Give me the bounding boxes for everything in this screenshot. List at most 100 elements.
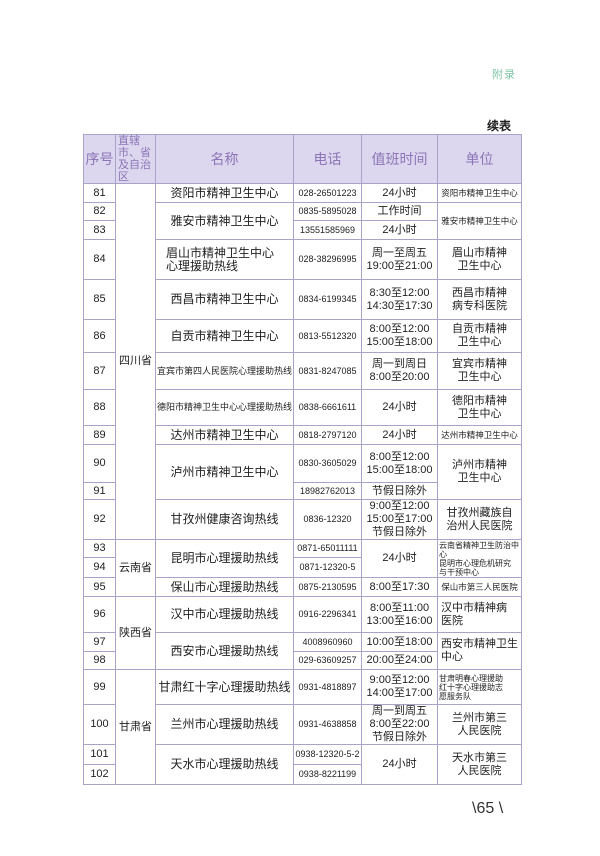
seq-cell: 87 (83, 352, 116, 390)
hours-cell: 24小时 (361, 539, 438, 578)
table-row: 96 陕西省 汉中市心理援助热线 0916-2296341 8:00至11:00 13:0… (83, 596, 522, 670)
column-header-province: 直辖市、省及自治区 (115, 134, 156, 184)
seq-cell: 97 (83, 632, 116, 652)
unit-cell: 兰州市第三 人民医院 (437, 704, 522, 745)
seq-cell: 102 (83, 764, 116, 785)
phone-cell: 0875-2130595 (293, 577, 362, 597)
name-cell: 甘孜州健康咨询热线 (155, 499, 294, 540)
unit-cell: 天水市第三 人民医院 (437, 744, 522, 785)
column-header-name: 名称 (155, 134, 294, 184)
table-header-row: 序号 直辖市、省及自治区 名称 电话 值班时间 单位 (83, 134, 522, 184)
column-header-seq: 序号 (83, 134, 116, 184)
unit-cell: 雅安市精神卫生中心 (437, 202, 522, 240)
phone-cell: 0938-12320-5-2 (293, 744, 362, 765)
seq-cell: 100 (83, 704, 116, 745)
phone-cell: 18982762013 (293, 482, 362, 500)
seq-cell: 95 (83, 577, 116, 597)
hours-cell: 9:00至12:00 14:00至17:00 (361, 669, 438, 705)
name-cell: 汉中市心理援助热线 (155, 596, 294, 633)
phone-cell: 0916-2296341 (293, 596, 362, 633)
hours-cell: 24小时 (361, 183, 438, 203)
table-row: 84 眉山市精神卫生中心 心理援助热线 028-38296995 周一至周五 19:00至… (83, 239, 522, 280)
phone-cell: 0931-4638858 (293, 704, 362, 745)
seq-cell: 82 (83, 202, 116, 221)
page-number-value: 65 (476, 800, 495, 817)
table-row: 102 0938-8221199 (83, 764, 522, 785)
seq-cell: 93 (83, 539, 116, 558)
hours-cell: 10:00至18:00 (361, 632, 438, 652)
phone-cell: 028-38296995 (293, 239, 362, 280)
phone-cell: 0813-5512320 (293, 319, 362, 353)
name-cell: 天水市心理援助热线 (155, 744, 294, 785)
unit-cell: 云南省精神卫生防治中心 昆明市心理危机研究 与干预中心 (437, 539, 522, 578)
hours-cell: 8:30至12:00 14:30至17:30 (361, 279, 438, 320)
section-label: 附录 (492, 69, 516, 81)
seq-cell: 86 (83, 319, 116, 353)
name-cell: 甘肃红十字心理援助热线 (155, 669, 294, 705)
name-cell: 宜宾市第四人民医院心理援助热线 (155, 352, 294, 390)
hours-cell: 8:00至12:00 15:00至18:00 (361, 319, 438, 353)
name-cell: 昆明市心理援助热线 (155, 539, 294, 578)
phone-cell: 0835-5895028 (293, 202, 362, 221)
province-cell: 云南省 (115, 539, 156, 597)
name-cell: 自贡市精神卫生中心 (155, 319, 294, 353)
hours-cell: 节假日除外 (361, 482, 438, 500)
province-cell: 四川省 (115, 183, 156, 540)
phone-cell: 4008960960 (293, 632, 362, 652)
unit-cell: 宜宾市精神 卫生中心 (437, 352, 522, 390)
column-header-phone: 电话 (293, 134, 362, 184)
unit-cell: 汉中市精神病 医院 (437, 596, 522, 633)
table-row: 87 宜宾市第四人民医院心理援助热线 0831-8247085 周一到周日 8:00至2… (83, 352, 522, 390)
seq-cell: 88 (83, 389, 116, 426)
phone-cell: 028-26501223 (293, 183, 362, 203)
seq-cell: 91 (83, 482, 116, 500)
column-header-unit: 单位 (437, 134, 522, 184)
seq-cell: 85 (83, 279, 116, 320)
phone-cell: 0871-12320-5 (293, 557, 362, 578)
table-row: 92 甘孜州健康咨询热线 0836-12320 9:00至12:00 15:00至17:… (83, 499, 522, 540)
unit-cell: 西昌市精神 病专科医院 (437, 279, 522, 320)
hotline-table: 序号 直辖市、省及自治区 名称 电话 值班时间 单位 81 四川省 资阳市精神卫生中… (83, 134, 522, 785)
page-number: \65 \ (472, 800, 504, 817)
name-cell: 达州市精神卫生中心 (155, 425, 294, 445)
name-cell: 西昌市精神卫生中心 (155, 279, 294, 320)
table-row: 82 雅安市精神卫生中心 0835-5895028 工作时间 雅安市精神卫生中心 (83, 202, 522, 240)
name-cell: 西安市心理援助热线 (155, 632, 294, 670)
phone-cell: 0838-6661611 (293, 389, 362, 426)
hours-cell: 8:00至17:30 (361, 577, 438, 597)
seq-cell: 81 (83, 183, 116, 203)
unit-cell: 达州市精神卫生中心 (437, 425, 522, 445)
unit-cell: 西安市精神卫生 中心 (437, 632, 522, 670)
seq-cell: 90 (83, 444, 116, 483)
phone-cell: 0836-12320 (293, 499, 362, 540)
table-row: 99 甘肃省 甘肃红十字心理援助热线 0931-4818897 9:00至12:00 14… (83, 669, 522, 785)
seq-cell: 101 (83, 744, 116, 765)
phone-cell: 0830-3605029 (293, 444, 362, 483)
seq-cell: 99 (83, 669, 116, 705)
phone-cell: 0871-65011111 (293, 539, 362, 558)
phone-cell: 029-63609257 (293, 651, 362, 670)
name-cell: 保山市心理援助热线 (155, 577, 294, 597)
name-cell: 雅安市精神卫生中心 (155, 202, 294, 240)
seq-cell: 96 (83, 596, 116, 633)
table-row: 81 四川省 资阳市精神卫生中心 028-26501223 24小时 资阳市精神卫生中心 (83, 183, 522, 540)
table-row: 101 天水市心理援助热线 0938-12320-5-2 24小时 天水市第三 人民医院 (83, 744, 522, 785)
unit-cell: 资阳市精神卫生中心 (437, 183, 522, 203)
unit-cell: 保山市第三人民医院 (437, 577, 522, 597)
phone-cell: 0818-2797120 (293, 425, 362, 445)
hours-cell: 24小时 (361, 220, 438, 240)
hours-cell: 8:00至12:00 15:00至18:00 (361, 444, 438, 483)
unit-cell: 眉山市精神 卫生中心 (437, 239, 522, 280)
unit-cell: 泸州市精神 卫生中心 (437, 444, 522, 500)
hours-cell: 周一至周五 19:00至21:00 (361, 239, 438, 280)
phone-cell: 0931-4818897 (293, 669, 362, 705)
hours-cell: 24小时 (361, 744, 438, 785)
column-header-hours: 值班时间 (361, 134, 438, 184)
table-row: 89 达州市精神卫生中心 0818-2797120 24小时 达州市精神卫生中心 (83, 425, 522, 445)
table-row: 97 西安市心理援助热线 4008960960 10:00至18:00 西安市精神卫生中… (83, 632, 522, 670)
hours-cell: 周一到周五 8:00至22:00 节假日除外 (361, 704, 438, 745)
unit-cell: 自贡市精神 卫生中心 (437, 319, 522, 353)
continued-label: 续表 (487, 119, 512, 133)
hours-cell: 8:00至11:00 13:00至16:00 (361, 596, 438, 633)
hours-cell: 24小时 (361, 389, 438, 426)
